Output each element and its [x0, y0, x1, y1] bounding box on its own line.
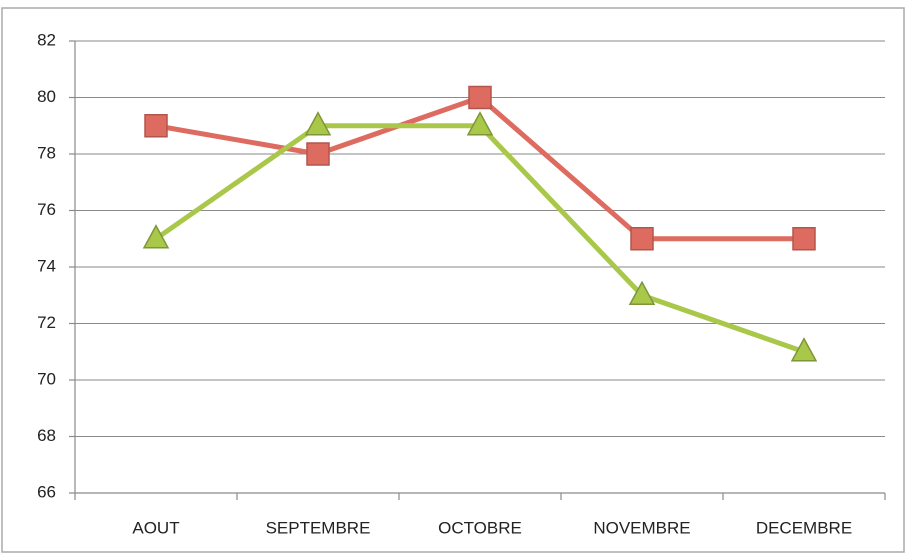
y-tick-label: 80 — [37, 87, 56, 106]
y-tick-label: 72 — [37, 313, 56, 332]
x-tick-label: DECEMBRE — [756, 518, 852, 537]
marker — [304, 111, 332, 136]
marker — [790, 337, 818, 362]
marker — [792, 227, 816, 251]
y-tick-label: 70 — [37, 369, 56, 388]
marker — [144, 114, 168, 138]
marker — [466, 111, 494, 136]
x-tick-label: OCTOBRE — [438, 518, 522, 537]
marker — [306, 142, 330, 166]
marker — [142, 224, 170, 249]
marker — [628, 280, 656, 305]
y-tick-label: 66 — [37, 482, 56, 501]
y-tick-label: 74 — [37, 256, 56, 275]
y-tick-label: 76 — [37, 200, 56, 219]
x-tick-label: SEPTEMBRE — [266, 518, 371, 537]
marker — [630, 227, 654, 251]
y-tick-label: 68 — [37, 426, 56, 445]
chart-frame — [1, 7, 905, 553]
marker — [468, 85, 492, 110]
x-tick-label: NOVEMBRE — [593, 518, 690, 537]
x-tick-label: AOUT — [132, 518, 179, 537]
y-tick-label: 78 — [37, 143, 56, 162]
y-tick-label: 82 — [37, 30, 56, 49]
